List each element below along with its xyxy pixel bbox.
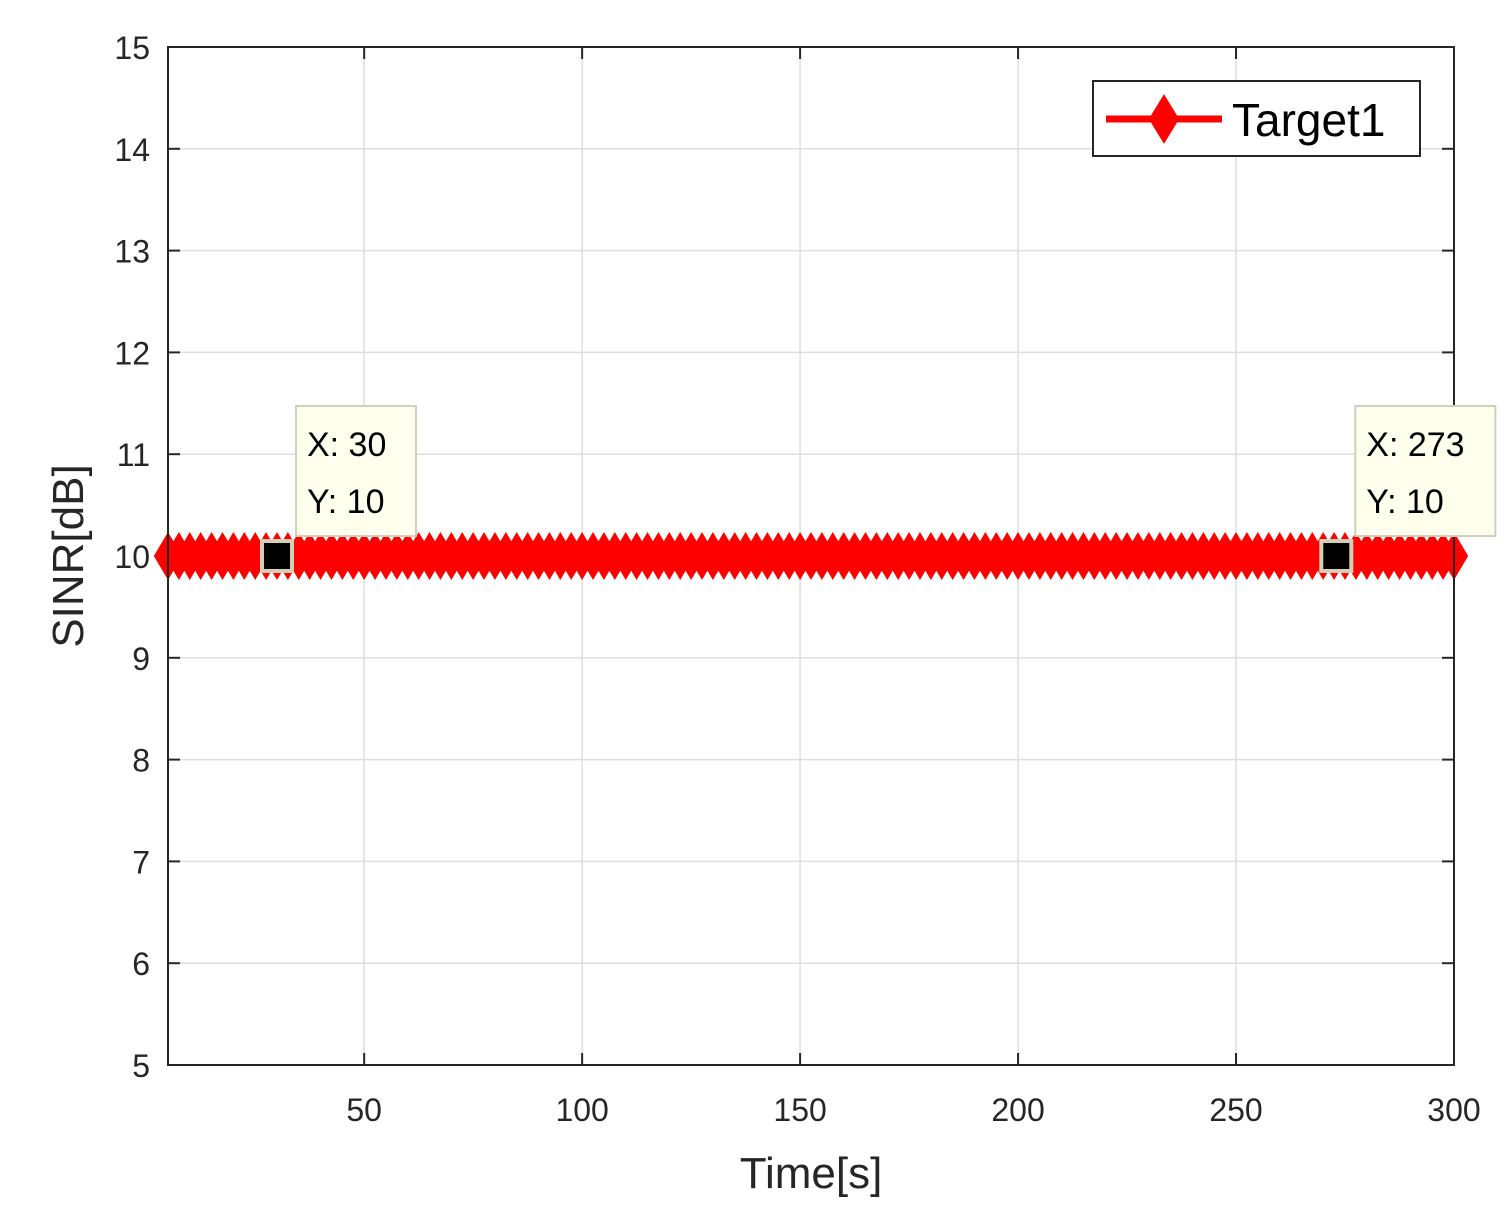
x-axis-title: Time[s] bbox=[740, 1149, 883, 1198]
y-axis-title: SINR[dB] bbox=[44, 464, 93, 647]
y-tick-label: 7 bbox=[132, 844, 150, 880]
x-tick-label: 250 bbox=[1209, 1092, 1262, 1128]
datatip-box bbox=[294, 405, 417, 537]
x-tick-label: 300 bbox=[1427, 1092, 1480, 1128]
x-tick-label: 200 bbox=[991, 1092, 1044, 1128]
y-tick-label: 11 bbox=[117, 437, 150, 473]
legend[interactable]: Target1 bbox=[1092, 80, 1421, 157]
datatip-marker[interactable] bbox=[1319, 539, 1354, 573]
datatip-box bbox=[1354, 405, 1497, 537]
datatip-x-text: X: 30 bbox=[307, 426, 386, 464]
y-tick-label: 14 bbox=[114, 132, 150, 168]
y-tick-label: 9 bbox=[132, 641, 150, 677]
y-tick-label: 8 bbox=[132, 743, 150, 779]
x-tick-label: 100 bbox=[555, 1092, 608, 1128]
datatip-x-text: X: 273 bbox=[1366, 426, 1464, 464]
legend-label: Target1 bbox=[1232, 94, 1385, 146]
datatip-y-text: Y: 10 bbox=[1366, 483, 1444, 521]
y-tick-label: 12 bbox=[114, 335, 150, 371]
y-tick-label: 5 bbox=[132, 1048, 150, 1084]
y-tick-label: 15 bbox=[114, 30, 150, 66]
y-tick-label: 6 bbox=[132, 946, 150, 982]
datatip-marker[interactable] bbox=[259, 539, 294, 573]
datatips[interactable]: X: 30 Y: 10 X: 273 Y: 10 bbox=[259, 405, 1497, 573]
tick-labels: 50 100 150 200 250 300 5 6 7 8 9 10 11 12 13 14 15 bbox=[114, 30, 1480, 1128]
grid bbox=[168, 46, 1455, 1066]
x-tick-label: 50 bbox=[346, 1092, 382, 1128]
x-tick-label: 150 bbox=[773, 1092, 826, 1128]
y-tick-label: 13 bbox=[114, 234, 150, 270]
datatip-y-text: Y: 10 bbox=[307, 483, 385, 521]
plot-frame bbox=[167, 46, 1455, 1066]
y-tick-label: 10 bbox=[114, 539, 150, 575]
series-target1 bbox=[153, 532, 1469, 580]
legend-marker bbox=[1148, 94, 1180, 144]
